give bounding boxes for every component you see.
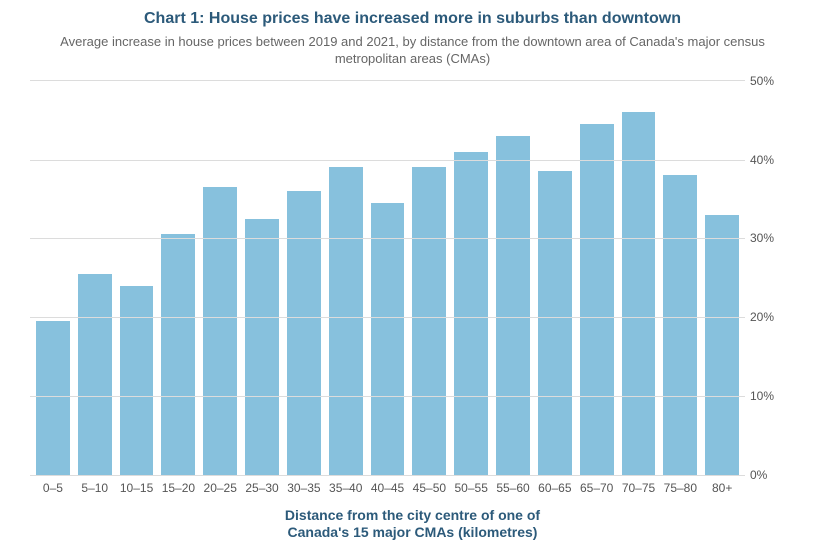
bar-slot xyxy=(367,81,409,475)
bar-slot xyxy=(492,81,534,475)
bar xyxy=(36,321,70,475)
bar-slot xyxy=(157,81,199,475)
x-axis-title-line1: Distance from the city centre of one of xyxy=(285,507,540,523)
bar-slot xyxy=(701,81,743,475)
bars-group xyxy=(30,81,745,475)
bar xyxy=(663,175,697,474)
bar-slot xyxy=(74,81,116,475)
bar-slot xyxy=(325,81,367,475)
bar xyxy=(287,191,321,475)
chart-subtitle: Average increase in house prices between… xyxy=(20,34,805,68)
x-tick-label: 10–15 xyxy=(116,481,158,495)
x-tick-label: 5–10 xyxy=(74,481,116,495)
bar-slot xyxy=(241,81,283,475)
bar xyxy=(161,234,195,474)
bar xyxy=(245,219,279,475)
bar-slot xyxy=(659,81,701,475)
chart-container: Chart 1: House prices have increased mor… xyxy=(0,0,825,550)
bar xyxy=(371,203,405,475)
bar xyxy=(580,124,614,475)
x-tick-label: 45–50 xyxy=(408,481,450,495)
grid-line xyxy=(30,317,745,318)
x-tick-label: 80+ xyxy=(701,481,743,495)
x-tick-label: 20–25 xyxy=(199,481,241,495)
bar xyxy=(705,215,739,475)
x-tick-label: 15–20 xyxy=(157,481,199,495)
x-tick-label: 70–75 xyxy=(618,481,660,495)
bar-slot xyxy=(32,81,74,475)
bar-slot xyxy=(283,81,325,475)
bar-slot xyxy=(116,81,158,475)
x-tick-label: 65–70 xyxy=(576,481,618,495)
y-tick-label: 30% xyxy=(750,231,790,245)
bar xyxy=(329,167,363,474)
x-axis-title-line2: Canada's 15 major CMAs (kilometres) xyxy=(288,524,538,540)
x-axis-title: Distance from the city centre of one of … xyxy=(20,507,805,542)
bar-slot xyxy=(199,81,241,475)
x-tick-label: 25–30 xyxy=(241,481,283,495)
bar xyxy=(538,171,572,474)
bar-slot xyxy=(534,81,576,475)
bar xyxy=(412,167,446,474)
bar-slot xyxy=(576,81,618,475)
grid-line xyxy=(30,160,745,161)
chart-title: Chart 1: House prices have increased mor… xyxy=(20,10,805,28)
y-tick-label: 20% xyxy=(750,310,790,324)
x-tick-label: 0–5 xyxy=(32,481,74,495)
x-tick-label: 75–80 xyxy=(659,481,701,495)
bar xyxy=(622,112,656,474)
grid-line xyxy=(30,475,745,476)
bar xyxy=(120,286,154,475)
y-tick-label: 40% xyxy=(750,153,790,167)
x-tick-label: 30–35 xyxy=(283,481,325,495)
bar xyxy=(78,274,112,475)
bar xyxy=(454,152,488,475)
x-tick-label: 60–65 xyxy=(534,481,576,495)
y-tick-label: 0% xyxy=(750,468,790,482)
bar xyxy=(203,187,237,475)
y-tick-label: 10% xyxy=(750,389,790,403)
bar-slot xyxy=(450,81,492,475)
bar xyxy=(496,136,530,475)
x-tick-label: 35–40 xyxy=(325,481,367,495)
grid-line xyxy=(30,396,745,397)
bar-slot xyxy=(618,81,660,475)
bar-slot xyxy=(408,81,450,475)
grid-line xyxy=(30,238,745,239)
x-tick-label: 55–60 xyxy=(492,481,534,495)
plot-area: 0%10%20%30%40%50% xyxy=(30,80,745,475)
x-axis-labels: 0–55–1010–1515–2020–2525–3030–3535–4040–… xyxy=(30,475,745,495)
y-tick-label: 50% xyxy=(750,74,790,88)
x-tick-label: 50–55 xyxy=(450,481,492,495)
x-tick-label: 40–45 xyxy=(367,481,409,495)
